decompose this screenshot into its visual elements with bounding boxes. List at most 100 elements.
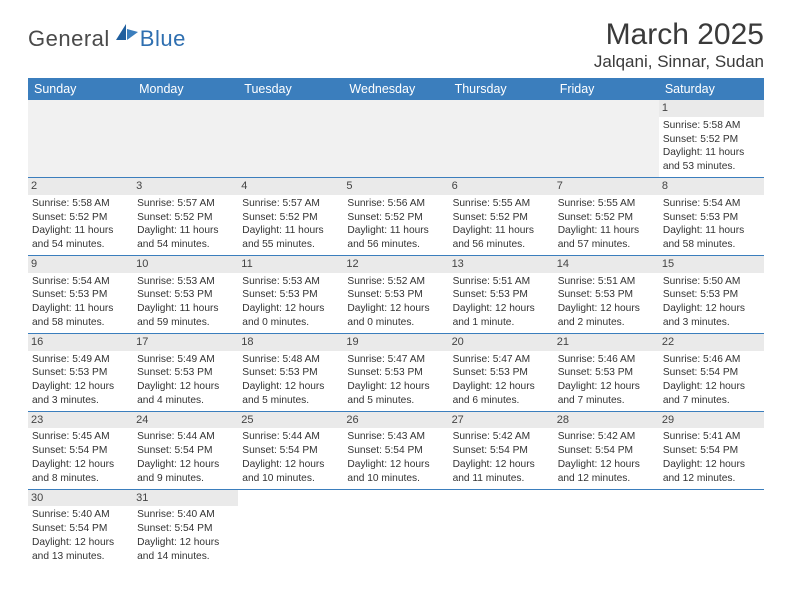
daylight-text: and 3 minutes. — [663, 316, 760, 330]
day-number: 29 — [659, 412, 764, 429]
day-number: 27 — [449, 412, 554, 429]
daylight-text: Daylight: 11 hours — [347, 224, 444, 238]
calendar-cell: 22Sunrise: 5:46 AMSunset: 5:54 PMDayligh… — [659, 333, 764, 411]
daylight-text: Daylight: 12 hours — [347, 458, 444, 472]
day-header: Sunday — [28, 78, 133, 100]
calendar-cell — [449, 489, 554, 566]
daylight-text: Daylight: 12 hours — [347, 380, 444, 394]
daylight-text: Daylight: 11 hours — [32, 302, 129, 316]
sunrise-text: Sunrise: 5:40 AM — [32, 508, 129, 522]
calendar-cell: 4Sunrise: 5:57 AMSunset: 5:52 PMDaylight… — [238, 177, 343, 255]
day-number: 1 — [659, 100, 764, 117]
sunset-text: Sunset: 5:52 PM — [242, 211, 339, 225]
calendar-cell: 31Sunrise: 5:40 AMSunset: 5:54 PMDayligh… — [133, 489, 238, 566]
daylight-text: and 11 minutes. — [453, 472, 550, 486]
daylight-text: Daylight: 12 hours — [242, 302, 339, 316]
day-number: 3 — [133, 178, 238, 195]
calendar-cell: 8Sunrise: 5:54 AMSunset: 5:53 PMDaylight… — [659, 177, 764, 255]
daylight-text: and 13 minutes. — [32, 550, 129, 564]
day-number: 22 — [659, 334, 764, 351]
daylight-text: and 12 minutes. — [663, 472, 760, 486]
daylight-text: and 3 minutes. — [32, 394, 129, 408]
sunrise-text: Sunrise: 5:47 AM — [453, 353, 550, 367]
sunrise-text: Sunrise: 5:56 AM — [347, 197, 444, 211]
daylight-text: Daylight: 12 hours — [558, 458, 655, 472]
sunset-text: Sunset: 5:52 PM — [137, 211, 234, 225]
day-header-row: Sunday Monday Tuesday Wednesday Thursday… — [28, 78, 764, 100]
sunset-text: Sunset: 5:54 PM — [137, 444, 234, 458]
sunrise-text: Sunrise: 5:46 AM — [663, 353, 760, 367]
daylight-text: Daylight: 11 hours — [137, 224, 234, 238]
sunset-text: Sunset: 5:53 PM — [242, 366, 339, 380]
day-number: 19 — [343, 334, 448, 351]
calendar-cell: 27Sunrise: 5:42 AMSunset: 5:54 PMDayligh… — [449, 411, 554, 489]
calendar-cell — [238, 489, 343, 566]
day-number: 5 — [343, 178, 448, 195]
calendar-week-row: 9Sunrise: 5:54 AMSunset: 5:53 PMDaylight… — [28, 255, 764, 333]
calendar-week-row: 2Sunrise: 5:58 AMSunset: 5:52 PMDaylight… — [28, 177, 764, 255]
calendar-cell: 26Sunrise: 5:43 AMSunset: 5:54 PMDayligh… — [343, 411, 448, 489]
calendar-cell: 6Sunrise: 5:55 AMSunset: 5:52 PMDaylight… — [449, 177, 554, 255]
sunrise-text: Sunrise: 5:40 AM — [137, 508, 234, 522]
daylight-text: and 12 minutes. — [558, 472, 655, 486]
daylight-text: and 10 minutes. — [242, 472, 339, 486]
calendar-cell: 11Sunrise: 5:53 AMSunset: 5:53 PMDayligh… — [238, 255, 343, 333]
calendar-cell: 17Sunrise: 5:49 AMSunset: 5:53 PMDayligh… — [133, 333, 238, 411]
daylight-text: and 57 minutes. — [558, 238, 655, 252]
calendar-cell: 20Sunrise: 5:47 AMSunset: 5:53 PMDayligh… — [449, 333, 554, 411]
sunset-text: Sunset: 5:53 PM — [32, 288, 129, 302]
daylight-text: Daylight: 12 hours — [558, 302, 655, 316]
day-number: 9 — [28, 256, 133, 273]
calendar-cell: 30Sunrise: 5:40 AMSunset: 5:54 PMDayligh… — [28, 489, 133, 566]
sunrise-text: Sunrise: 5:46 AM — [558, 353, 655, 367]
calendar-cell: 29Sunrise: 5:41 AMSunset: 5:54 PMDayligh… — [659, 411, 764, 489]
calendar-week-row: 30Sunrise: 5:40 AMSunset: 5:54 PMDayligh… — [28, 489, 764, 566]
title-block: March 2025 Jalqani, Sinnar, Sudan — [594, 18, 764, 72]
sunset-text: Sunset: 5:54 PM — [453, 444, 550, 458]
daylight-text: and 6 minutes. — [453, 394, 550, 408]
daylight-text: and 1 minute. — [453, 316, 550, 330]
daylight-text: and 56 minutes. — [347, 238, 444, 252]
day-number: 31 — [133, 490, 238, 507]
page-title: March 2025 — [594, 18, 764, 52]
sunrise-text: Sunrise: 5:51 AM — [558, 275, 655, 289]
sunset-text: Sunset: 5:54 PM — [32, 444, 129, 458]
logo-text-general: General — [28, 26, 110, 52]
calendar-week-row: 23Sunrise: 5:45 AMSunset: 5:54 PMDayligh… — [28, 411, 764, 489]
daylight-text: and 59 minutes. — [137, 316, 234, 330]
sunset-text: Sunset: 5:52 PM — [453, 211, 550, 225]
calendar-cell: 2Sunrise: 5:58 AMSunset: 5:52 PMDaylight… — [28, 177, 133, 255]
sunrise-text: Sunrise: 5:54 AM — [32, 275, 129, 289]
calendar-cell — [343, 100, 448, 177]
day-number: 10 — [133, 256, 238, 273]
calendar-week-row: 1Sunrise: 5:58 AMSunset: 5:52 PMDaylight… — [28, 100, 764, 177]
day-number: 16 — [28, 334, 133, 351]
daylight-text: and 5 minutes. — [242, 394, 339, 408]
daylight-text: Daylight: 12 hours — [242, 458, 339, 472]
sunset-text: Sunset: 5:54 PM — [137, 522, 234, 536]
day-number: 11 — [238, 256, 343, 273]
sunset-text: Sunset: 5:53 PM — [558, 288, 655, 302]
calendar-cell: 25Sunrise: 5:44 AMSunset: 5:54 PMDayligh… — [238, 411, 343, 489]
daylight-text: Daylight: 12 hours — [453, 458, 550, 472]
daylight-text: Daylight: 12 hours — [453, 302, 550, 316]
sunset-text: Sunset: 5:53 PM — [137, 288, 234, 302]
calendar-cell: 1Sunrise: 5:58 AMSunset: 5:52 PMDaylight… — [659, 100, 764, 177]
daylight-text: and 4 minutes. — [137, 394, 234, 408]
sunset-text: Sunset: 5:53 PM — [558, 366, 655, 380]
sunset-text: Sunset: 5:53 PM — [347, 288, 444, 302]
day-number: 4 — [238, 178, 343, 195]
sunset-text: Sunset: 5:52 PM — [347, 211, 444, 225]
sunrise-text: Sunrise: 5:49 AM — [137, 353, 234, 367]
day-header: Friday — [554, 78, 659, 100]
sunrise-text: Sunrise: 5:48 AM — [242, 353, 339, 367]
daylight-text: Daylight: 11 hours — [663, 146, 760, 160]
calendar-cell — [554, 100, 659, 177]
day-header: Tuesday — [238, 78, 343, 100]
sunrise-text: Sunrise: 5:58 AM — [32, 197, 129, 211]
sunrise-text: Sunrise: 5:51 AM — [453, 275, 550, 289]
daylight-text: Daylight: 11 hours — [137, 302, 234, 316]
calendar-table: Sunday Monday Tuesday Wednesday Thursday… — [28, 78, 764, 566]
daylight-text: Daylight: 12 hours — [137, 536, 234, 550]
sunset-text: Sunset: 5:53 PM — [453, 288, 550, 302]
